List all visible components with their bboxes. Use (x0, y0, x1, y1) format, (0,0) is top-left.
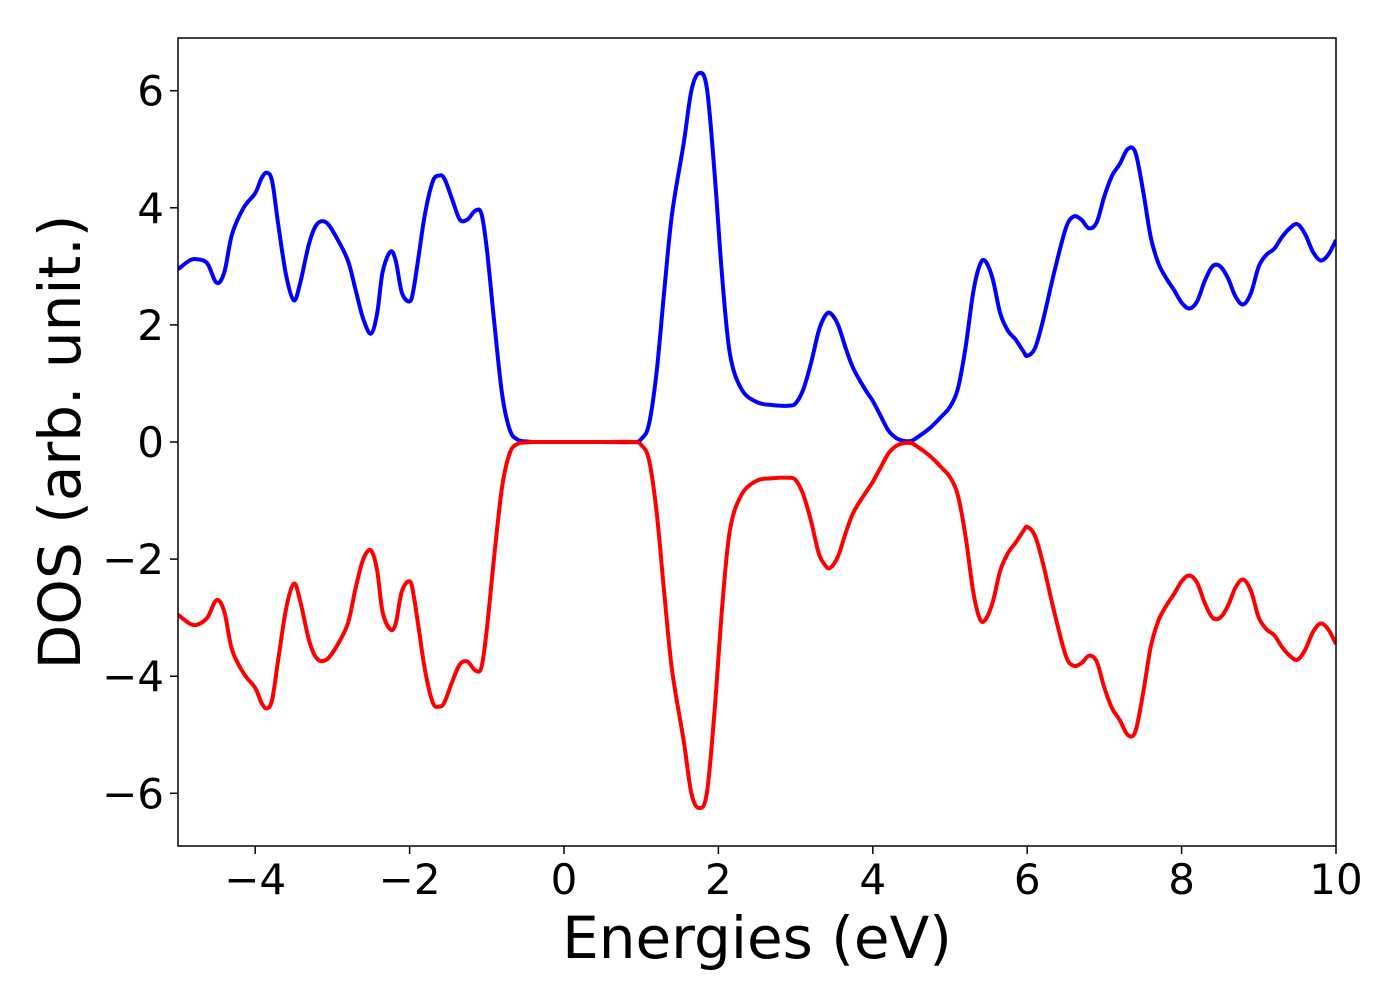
series-layer (178, 70, 1336, 810)
x-tick-label: 6 (1014, 855, 1041, 904)
y-tick-label: 6 (137, 67, 164, 116)
y-tick-label: −4 (102, 652, 164, 701)
x-tick-label: 10 (1309, 855, 1362, 904)
y-tick-label: 2 (137, 301, 164, 350)
series-line-1 (178, 439, 1336, 810)
x-tick-label: −2 (379, 855, 441, 904)
x-tick-label: 4 (859, 855, 886, 904)
x-axis-label: Energies (eV) (562, 904, 952, 972)
y-tick-label: −6 (102, 769, 164, 818)
y-tick-label: −2 (102, 535, 164, 584)
series-line-0 (178, 70, 1336, 445)
y-axis-label: DOS (arb. unit.) (26, 215, 94, 670)
y-tick-label: 4 (137, 184, 164, 233)
x-tick-label: 0 (551, 855, 578, 904)
x-tick-label: −4 (224, 855, 286, 904)
x-tick-label: 8 (1168, 855, 1195, 904)
tick-layer: −4 −2 0 2 4 6 8 10 −6 −4 −2 0 2 4 6 (102, 67, 1363, 904)
y-tick-label: 0 (137, 418, 164, 467)
x-tick-label: 2 (705, 855, 732, 904)
